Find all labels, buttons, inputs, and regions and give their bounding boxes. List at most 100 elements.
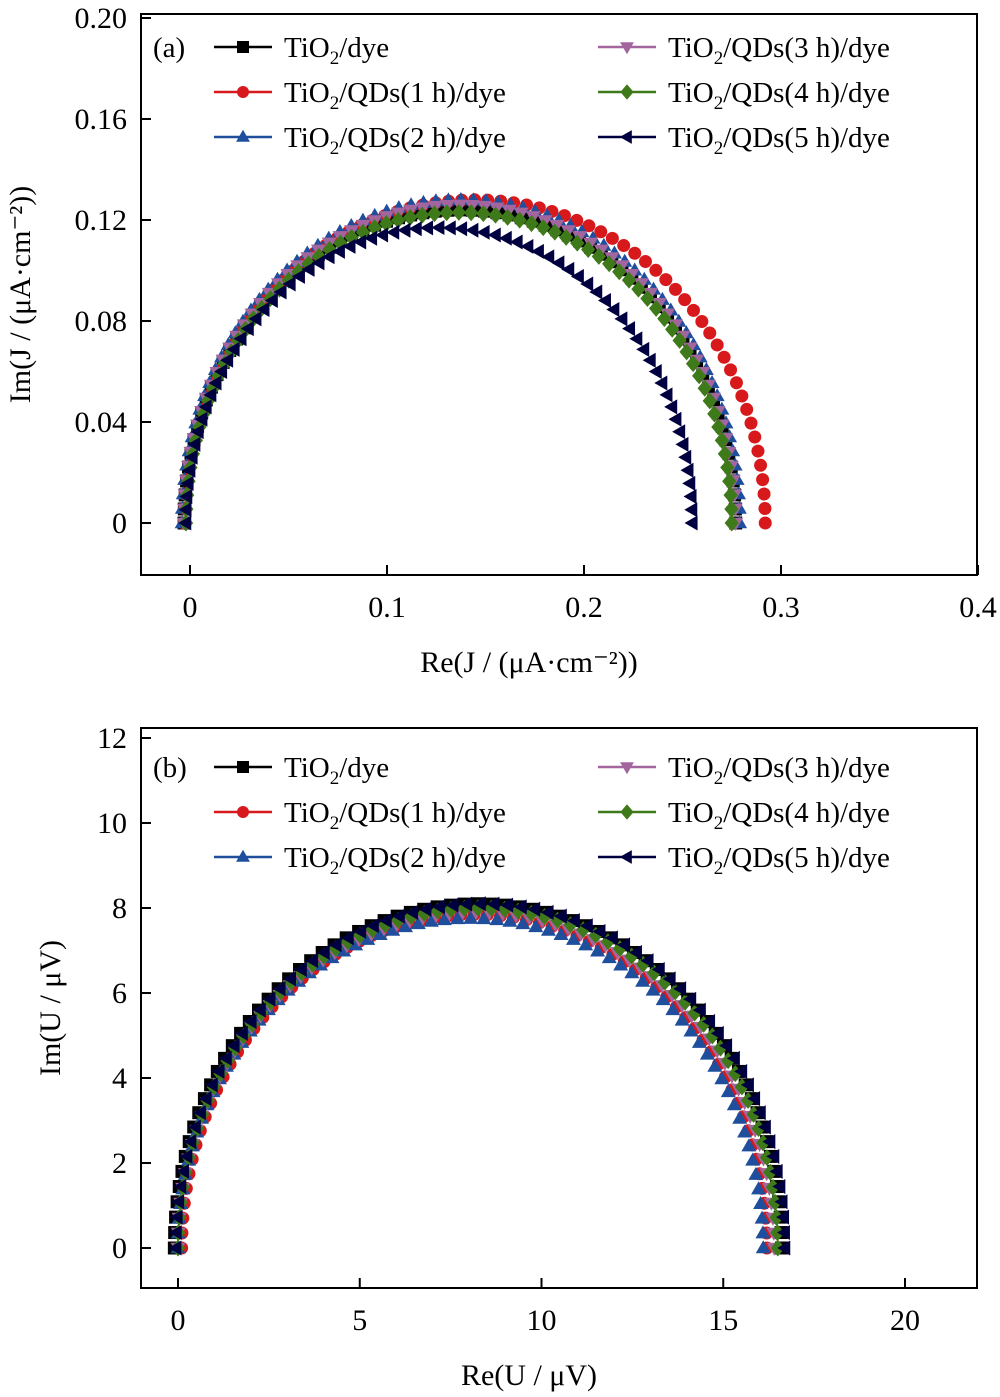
data-point [740,1077,754,1093]
data-point [769,1209,784,1226]
y-tick-label: 2 [112,1147,127,1180]
data-point [635,973,651,987]
data-point [702,392,717,410]
data-point [459,896,473,912]
data-point [724,363,738,377]
data-point [454,221,468,237]
data-point [378,916,393,934]
data-point [375,227,389,243]
data-point [301,261,315,277]
y-tick-label: 6 [112,977,127,1010]
legend-marker [619,850,632,864]
data-point [183,1134,197,1150]
plot-frame [140,13,978,576]
x-tick-label: 0 [183,591,198,624]
data-point [463,204,479,222]
data-point [657,310,672,328]
data-point [353,923,367,939]
legend-marker [620,804,634,820]
data-point [340,930,354,946]
data-point [591,247,606,265]
data-point [635,955,651,973]
data-point [379,215,394,233]
data-point [524,215,539,233]
data-point [722,472,737,490]
data-point [541,249,555,265]
x-tick-label: 20 [890,1304,920,1337]
data-point [685,355,701,373]
data-point [683,991,697,1007]
data-point [649,263,663,277]
data-point [489,912,505,926]
x-tick-label: 0 [171,1304,186,1337]
data-point [405,904,419,920]
data-point [252,1002,266,1018]
data-point [311,255,325,271]
data-point [744,416,758,430]
data-point [707,405,722,423]
data-point [498,230,512,246]
data-point [679,343,694,361]
data-point [283,971,297,987]
data-point [365,918,379,934]
data-point [342,238,356,254]
data-point [766,1148,780,1164]
data-point [597,293,611,308]
data-point [752,1105,766,1121]
data-point [451,203,467,221]
data-point [757,1119,771,1135]
legend-marker [620,84,634,100]
data-point [551,255,565,271]
legend-label: TiO2/QDs(1 h)/dye [284,797,506,834]
data-point [594,225,608,239]
data-point [476,911,492,925]
x-tick-label: 0.4 [959,591,997,624]
data-point [680,462,694,478]
data-point [282,276,296,292]
data-point [717,445,733,463]
data-point [724,500,739,518]
legend: TiO2/dye TiO2/QDs(1 h)/dye TiO2/QDs(2 h)/d… [214,752,890,879]
data-point [605,231,619,245]
data-point [360,931,376,945]
data-point [740,402,754,416]
data-point [758,501,772,515]
series-1 [177,193,772,530]
data-point [774,1194,788,1210]
data-point [719,1038,733,1054]
data-point [391,908,405,924]
legend-marker [236,849,250,862]
y-tick-label: 0.12 [75,204,128,237]
data-point [745,1152,761,1166]
data-point [675,436,689,452]
data-point [264,293,278,308]
data-point [204,1077,218,1093]
data-point [662,971,676,987]
data-point [487,227,501,243]
data-point [465,222,479,238]
data-point [488,206,503,224]
data-point [606,301,620,317]
y-tick-label: 0.16 [75,103,128,136]
legend-label: TiO2/QDs(3 h)/dye [668,32,890,69]
series-4 [178,203,739,532]
data-point [726,1097,742,1111]
data-point [176,1163,190,1179]
legend-marker [620,42,634,55]
legend-label: TiO2/QDs(2 h)/dye [284,122,506,159]
data-point [581,241,596,258]
data-point [570,234,585,252]
legend-marker [619,130,632,144]
series-0 [167,897,788,1255]
data-point [772,1179,786,1195]
data-point [720,1084,736,1098]
data-point [624,965,640,979]
data-point [672,424,686,440]
data-point [613,957,629,971]
data-point [729,376,743,390]
plot-frame [140,727,978,1289]
legend-item: TiO2/QDs(2 h)/dye [214,122,506,159]
data-point [629,331,643,347]
data-point [638,255,652,269]
data-point [714,431,730,449]
